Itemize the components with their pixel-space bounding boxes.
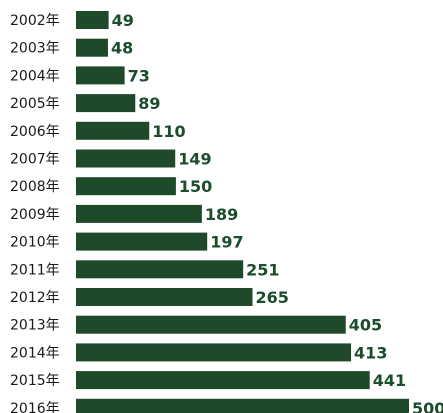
- y-tick-label: 2003年: [10, 41, 60, 57]
- y-tick-label: 2005年: [10, 96, 60, 112]
- bar: [76, 177, 176, 196]
- bar: [76, 121, 150, 140]
- data-label: 189: [205, 205, 238, 224]
- bar: [76, 232, 208, 251]
- bar: [76, 260, 244, 279]
- y-tick-label: 2013年: [10, 318, 60, 334]
- y-tick-label: 2008年: [10, 179, 60, 195]
- data-label: 149: [178, 150, 211, 169]
- data-label: 413: [354, 343, 387, 362]
- bar: [76, 398, 409, 413]
- bar: [76, 94, 136, 113]
- y-tick-label: 2009年: [10, 207, 60, 223]
- y-tick-label: 2012年: [10, 290, 60, 306]
- data-label: 265: [255, 288, 288, 307]
- data-label: 251: [246, 260, 279, 279]
- bar: [76, 149, 176, 168]
- data-label: 441: [373, 371, 406, 390]
- data-label: 197: [210, 233, 243, 252]
- bar: [76, 11, 109, 29]
- y-tick-label: 2011年: [10, 262, 60, 278]
- data-label: 500: [412, 399, 443, 413]
- y-tick-label: 2015年: [10, 373, 60, 389]
- data-label: 89: [138, 94, 160, 113]
- data-label: 73: [128, 66, 150, 85]
- y-tick-label: 2007年: [10, 152, 60, 168]
- y-tick-label: 2004年: [10, 68, 60, 84]
- y-tick-label: 2016年: [10, 401, 60, 413]
- bar: [76, 66, 125, 85]
- bar: [76, 343, 352, 362]
- bar: [76, 204, 202, 223]
- y-tick-label: 2002年: [10, 13, 60, 29]
- y-tick-label: 2010年: [10, 235, 60, 251]
- bar: [76, 38, 108, 57]
- bar: [76, 371, 370, 390]
- data-label: 110: [152, 122, 185, 141]
- data-label: 405: [349, 316, 382, 335]
- y-tick-label: 2006年: [10, 124, 60, 140]
- data-label: 48: [111, 39, 133, 58]
- bar: [76, 288, 253, 306]
- data-label: 150: [179, 177, 212, 196]
- bar: [76, 315, 346, 334]
- y-tick-label: 2014年: [10, 345, 60, 361]
- data-label: 49: [112, 11, 134, 30]
